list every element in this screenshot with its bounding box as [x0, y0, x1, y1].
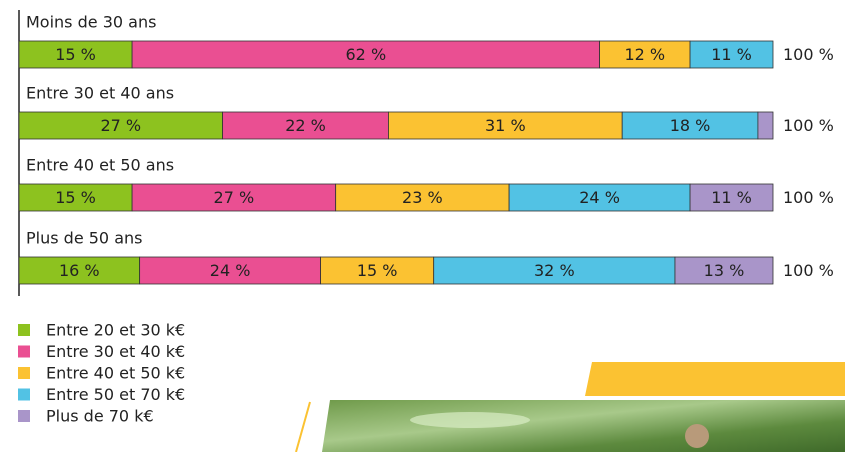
total-label: 100 % [783, 188, 834, 207]
value-label: 27 % [214, 188, 255, 207]
bar-segment [599, 40, 691, 69]
bar-segment [131, 40, 600, 69]
value-label: 31 % [485, 116, 526, 135]
value-label: 18 % [670, 116, 711, 135]
legend-label: Entre 30 et 40 k€ [46, 342, 185, 361]
legend-label: Plus de 70 k€ [46, 407, 154, 426]
bar-segment [674, 256, 774, 285]
bar-segment [139, 256, 322, 285]
value-label: 15 % [357, 261, 398, 280]
legend-swatch [18, 345, 30, 358]
bar-segment [320, 256, 435, 285]
bar-segment [222, 111, 389, 140]
value-label: 16 % [59, 261, 100, 280]
value-label: 32 % [534, 261, 575, 280]
legend-swatch [18, 388, 30, 401]
bar-segment [689, 183, 774, 212]
legend-swatch [18, 367, 30, 379]
decor-figure [685, 424, 709, 448]
bar-segment [335, 183, 510, 212]
value-label: 24 % [579, 188, 620, 207]
bar-segment [433, 256, 676, 285]
decor-slash [295, 401, 311, 452]
bar-segment [18, 183, 133, 212]
bar-segment [757, 111, 774, 140]
category-label: Moins de 30 ans [26, 13, 156, 32]
value-label: 23 % [402, 188, 443, 207]
category-label: Entre 40 et 50 ans [26, 156, 174, 175]
total-label: 100 % [783, 45, 834, 64]
value-label: 22 % [285, 116, 326, 135]
total-label: 100 % [783, 261, 834, 280]
value-label: 12 % [624, 45, 665, 64]
value-label: 62 % [346, 45, 387, 64]
legend-label: Entre 50 et 70 k€ [46, 385, 185, 404]
decor-photo [322, 400, 845, 452]
decor-highlight [410, 412, 530, 428]
bar-segment [18, 256, 141, 285]
value-label: 24 % [210, 261, 251, 280]
legend-label: Entre 20 et 30 k€ [46, 321, 185, 340]
value-label: 13 % [704, 261, 745, 280]
category-label: Entre 30 et 40 ans [26, 84, 174, 103]
value-label: 15 % [55, 188, 96, 207]
legend-label: Entre 40 et 50 k€ [46, 364, 185, 383]
value-label: 27 % [100, 116, 141, 135]
bar-segment [689, 40, 774, 69]
legend-swatch [18, 410, 30, 422]
bar-segment [508, 183, 691, 212]
legend-swatch [18, 324, 30, 336]
category-label: Plus de 50 ans [26, 229, 142, 248]
total-label: 100 % [783, 116, 834, 135]
value-label: 15 % [55, 45, 96, 64]
value-label: 11 % [711, 188, 752, 207]
bar-segment [131, 183, 337, 212]
value-label: 11 % [711, 45, 752, 64]
decor-band [585, 362, 845, 396]
